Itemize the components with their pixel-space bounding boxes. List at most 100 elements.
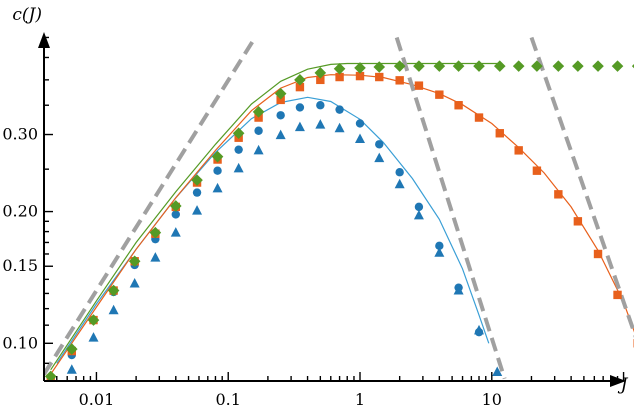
x-tick-label: 1 [355, 390, 365, 408]
series-1-point-16 [375, 140, 384, 149]
curves-layer [44, 36, 634, 380]
series-2-point-22 [492, 366, 503, 376]
y-axis-arrow-icon [38, 32, 50, 48]
series-1-point-17 [395, 168, 404, 177]
series-4-point-3 [87, 314, 100, 326]
series-4-point-14 [314, 67, 327, 79]
series-4-point-2 [65, 343, 78, 355]
series-1-point-9 [234, 145, 243, 154]
series-3-point-29 [613, 290, 622, 300]
series-1-point-14 [335, 105, 344, 114]
x-axis-title: J [618, 375, 629, 395]
series-4-point-21 [452, 60, 465, 72]
series-4-point-8 [191, 174, 203, 186]
y-axis-title: c(J) [12, 5, 42, 25]
series-3-point-13 [295, 82, 305, 92]
series-2-point-7 [192, 205, 203, 215]
ticks-layer: 0.01 0.1 1 10 0.10 0.15 0.20 0.30 [2, 36, 625, 408]
series-1-point-18 [414, 202, 424, 212]
series-4-point-23 [493, 60, 506, 72]
series-3-point-14 [316, 75, 325, 85]
series-3-point-24 [514, 146, 523, 155]
y-tick-label: 0.30 [2, 125, 38, 144]
series-4-point-6 [149, 226, 162, 239]
series-3-point-22 [474, 113, 484, 122]
series-3-point-27 [573, 217, 583, 226]
series-4-point-11 [252, 106, 265, 118]
series-4-point-27 [572, 60, 584, 72]
series-3-point-18 [395, 76, 404, 85]
series-4-point-24 [512, 60, 525, 72]
series-3-point-28 [593, 249, 603, 259]
series-3-point-12 [276, 95, 285, 105]
curve-1 [56, 96, 490, 364]
series-3-point-26 [554, 190, 563, 199]
series-2-point-15 [355, 133, 366, 144]
series-2-point-13 [315, 119, 326, 129]
series-3-point-17 [375, 72, 384, 82]
series-3-point-15 [335, 72, 344, 82]
series-3-point-16 [355, 71, 365, 81]
y-tick-label: 0.15 [2, 256, 38, 275]
series-4-point-22 [473, 60, 485, 72]
series-3-point-25 [532, 166, 542, 175]
curve-3 [50, 62, 498, 371]
series-1-point-19 [435, 241, 444, 251]
series-4-point-18 [393, 60, 406, 72]
series-2-point-16 [374, 152, 385, 163]
series-4-point-9 [211, 150, 224, 163]
series-4-point-20 [433, 60, 446, 72]
series-4-point-26 [552, 60, 565, 72]
series-2-point-18 [413, 209, 424, 220]
series-4-point-29 [611, 60, 624, 72]
series-2-point-1 [66, 364, 77, 374]
series-1-point-6 [171, 210, 180, 219]
series-4-point-5 [128, 255, 141, 268]
series-2-point-3 [108, 304, 119, 315]
series-4-point-7 [169, 200, 182, 212]
series-2-point-4 [129, 277, 140, 288]
y-tick-label: 0.20 [2, 202, 38, 221]
series-4-point-10 [232, 127, 245, 140]
series-2-point-21 [474, 324, 485, 335]
series-4-point-12 [274, 87, 287, 100]
series-2-point-9 [233, 162, 244, 173]
curve-5 [394, 36, 507, 380]
series-2-point-17 [394, 178, 405, 189]
x-tick-label: 0.1 [215, 390, 240, 408]
series-3-point-21 [454, 101, 463, 110]
series-4-point-17 [373, 61, 386, 73]
series-4-point-28 [592, 60, 604, 72]
series-3-point-20 [435, 90, 444, 99]
x-tick-label: 0.01 [79, 390, 115, 408]
series-2-point-2 [88, 332, 99, 342]
series-2-point-10 [253, 144, 264, 155]
series-2-point-14 [334, 122, 345, 133]
series-3-point-30 [633, 339, 634, 348]
series-2-point-20 [453, 285, 464, 295]
series-1-point-7 [192, 188, 202, 197]
curve-6 [529, 36, 634, 338]
series-1-point-13 [316, 101, 325, 110]
series-4-point-25 [531, 60, 543, 72]
series-1-point-10 [254, 126, 263, 135]
series-2-point-5 [150, 252, 161, 262]
series-3-point-19 [414, 81, 424, 90]
series-4-point-4 [107, 284, 120, 297]
series-1-point-15 [355, 119, 365, 128]
y-tick-label: 0.10 [2, 333, 38, 352]
series-2-point-12 [294, 121, 305, 132]
series-2-point-19 [434, 247, 445, 257]
series-4-point-19 [413, 60, 425, 72]
series-4-point-15 [333, 62, 346, 75]
markers-layer [44, 60, 634, 380]
series-2-point-6 [170, 227, 181, 237]
x-tick-label: 10 [482, 390, 502, 408]
series-1-point-12 [295, 103, 305, 112]
series-1-point-11 [276, 111, 285, 120]
series-4-point-30 [631, 64, 634, 69]
series-2-point-8 [212, 182, 223, 193]
series-1-point-8 [213, 166, 222, 175]
series-4-point-16 [354, 62, 366, 74]
